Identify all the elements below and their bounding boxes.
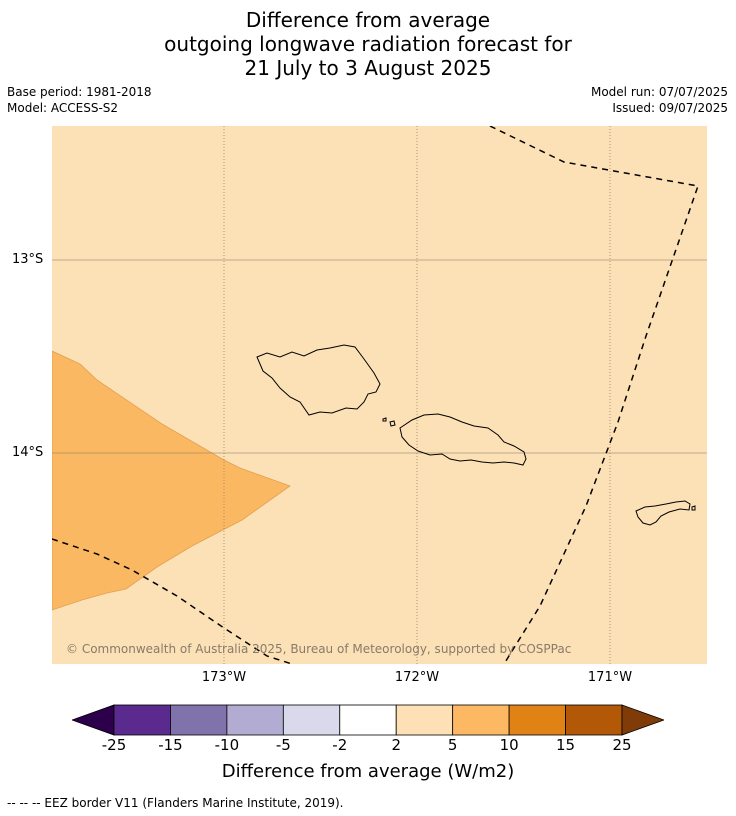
title-line-2: outgoing longwave radiation forecast for [164,32,572,56]
map-background [52,126,707,664]
colorbar-tick-label: -5 [275,736,291,754]
chart-title: Difference from average outgoing longwav… [0,8,736,80]
colorbar-tick-label: 15 [556,736,576,754]
meta-right: Model run: 07/07/2025 Issued: 09/07/2025 [591,84,728,116]
eez-border-north [489,126,699,664]
model-run-text: Model run: 07/07/2025 [590,85,728,99]
lon-label-171w: 171°W [587,670,633,685]
base-period-text: Base period: 1981-2018 [7,85,152,99]
island-aunuu [691,505,696,511]
title-line-3: 21 July to 3 August 2025 [244,56,492,80]
island-upolu [399,413,527,466]
gridlines [52,126,707,664]
title-line-1: Difference from average [245,8,491,32]
footnote: -- -- -- EEZ border V11 (Flanders Marine… [7,796,344,810]
lat-label-13s: 13°S [12,252,44,267]
colorbar-extend-high [621,704,664,736]
colorbar-tick-label: -15 [158,736,183,754]
colorbar-bin [282,704,341,736]
colorbar-extend-low [72,704,115,736]
colorbar-bin [565,704,623,736]
anomaly-region [52,350,291,611]
meta-left: Base period: 1981-2018 Model: ACCESS-S2 [7,84,152,116]
island-manono [389,420,396,427]
colorbar-bin [170,704,228,736]
copyright-text: © Commonwealth of Australia 2025, Bureau… [66,642,571,656]
colorbar-tick-label: 2 [391,736,401,754]
lon-label-172w: 172°W [394,670,440,685]
eez-border-southwest [52,538,293,664]
colorbar-bin [452,704,510,736]
island-savaii [256,344,381,416]
eez-borders [52,126,699,664]
colorbar-tick-label: -2 [332,736,348,754]
colorbar-tick-label: -10 [214,736,240,754]
colorbar-bin [226,704,284,736]
map-panel: © Commonwealth of Australia 2025, Bureau… [52,126,707,664]
model-text: Model: ACCESS-S2 [7,101,119,115]
colorbar-label: Difference from average (W/m2) [221,761,515,782]
island-tutuila [635,500,691,526]
colorbar-bin [339,704,397,736]
lat-label-14s: 14°S [12,445,44,460]
colorbar-tick-label: 5 [447,736,458,754]
colorbar-tick-label: 10 [499,736,519,754]
issued-text: Issued: 09/07/2025 [612,101,728,115]
island-apolima [382,417,387,422]
colorbar-tick-label: 25 [612,736,632,754]
coastlines [256,344,696,526]
colorbar-bin [395,704,454,736]
colorbar-tick-label: -25 [101,736,127,754]
lon-label-173w: 173°W [201,670,247,685]
colorbar [72,704,664,736]
colorbar-bin [113,704,171,736]
colorbar-bin [508,704,566,736]
